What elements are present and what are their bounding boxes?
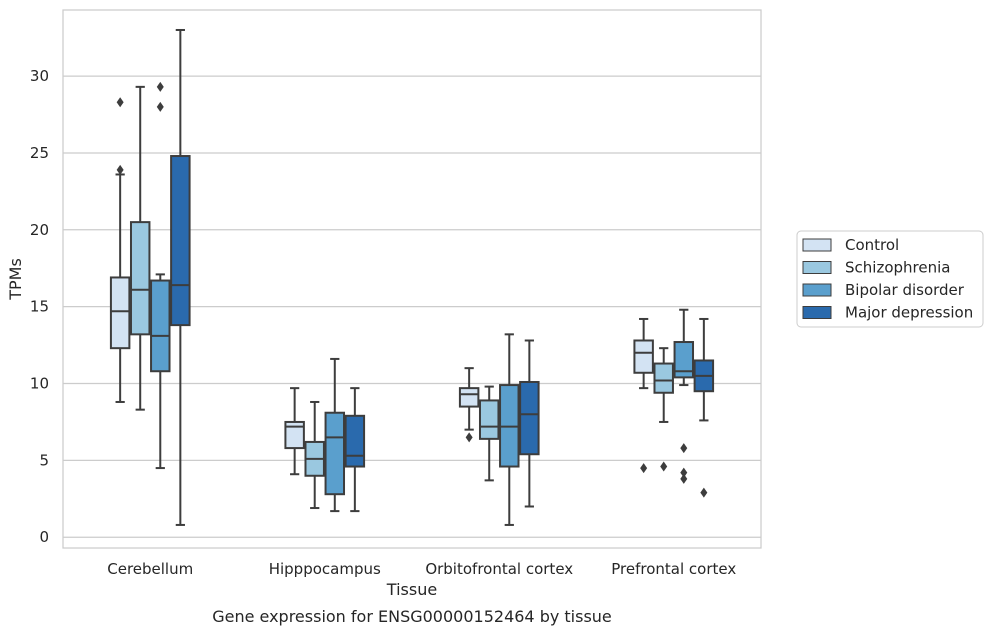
y-tick-label: 5 — [39, 451, 49, 469]
x-tick-label: Hipppocampus — [269, 560, 381, 578]
y-tick-label: 10 — [30, 375, 49, 393]
box-major-depression — [519, 339, 540, 508]
chart-caption: Gene expression for ENSG00000152464 by t… — [212, 607, 612, 626]
box-iqr — [633, 339, 654, 374]
box-schizophrenia — [304, 400, 325, 510]
y-tick-label: 15 — [30, 298, 49, 316]
box-bipolar-disorder — [324, 357, 346, 513]
y-axis-label: TPMs — [6, 258, 25, 301]
x-tick-label: Cerebellum — [107, 560, 193, 578]
box-iqr — [458, 387, 480, 408]
outlier-point — [465, 432, 473, 443]
y-tick-label: 0 — [39, 528, 49, 546]
legend-swatch — [802, 261, 832, 274]
y-tick-label: 25 — [30, 144, 49, 162]
legend: Control Schizophrenia Bipolar disorder Majo… — [796, 230, 984, 328]
x-axis-ticks: Cerebellum Hipppocampus Orbitofrontal cort… — [107, 560, 736, 578]
box-major-depression — [344, 387, 366, 513]
x-axis-label: Tissue — [386, 580, 437, 599]
box-iqr — [150, 279, 171, 373]
outlier-point — [116, 97, 124, 108]
box-control — [458, 367, 480, 443]
outlier-point — [680, 473, 688, 484]
box-schizophrenia — [653, 347, 674, 472]
box-control — [633, 317, 654, 474]
outlier-point — [700, 487, 708, 498]
y-tick-label: 30 — [30, 67, 49, 85]
box-control — [284, 387, 305, 476]
box-major-depression — [693, 317, 715, 498]
outlier-point — [116, 164, 124, 175]
legend-label: Control — [845, 236, 899, 254]
box-bipolar-disorder — [499, 333, 520, 526]
box-bipolar-disorder — [150, 81, 171, 470]
legend-swatch — [802, 306, 832, 319]
box-iqr — [519, 380, 540, 456]
box-schizophrenia — [129, 85, 151, 411]
legend-label: Major depression — [845, 304, 973, 322]
box-iqr — [324, 411, 346, 496]
x-tick-label: Orbitofrontal cortex — [425, 560, 573, 578]
outlier-point — [680, 443, 688, 454]
plot-area — [62, 9, 762, 549]
legend-label: Bipolar disorder — [845, 281, 965, 299]
box-iqr — [478, 399, 500, 440]
outlier-point — [156, 101, 164, 112]
box-major-depression — [170, 28, 191, 526]
legend-swatch — [802, 238, 832, 252]
legend-frame — [796, 230, 984, 328]
box-bipolar-disorder — [673, 308, 695, 484]
y-tick-label: 20 — [30, 221, 49, 239]
box-iqr — [129, 221, 151, 336]
outlier-point — [660, 461, 668, 472]
x-tick-label: Prefrontal cortex — [611, 560, 736, 578]
y-axis-ticks: 0 5 10 15 20 25 30 — [30, 67, 49, 546]
outlier-point — [156, 81, 164, 92]
box-iqr — [284, 420, 305, 450]
box-iqr — [344, 414, 366, 468]
box-iqr — [653, 362, 674, 394]
box-iqr — [673, 341, 695, 379]
outlier-point — [680, 467, 688, 478]
box-iqr — [170, 155, 191, 327]
box-iqr — [109, 276, 131, 350]
legend-label: Schizophrenia — [845, 259, 950, 277]
box-control — [109, 97, 131, 403]
legend-swatch — [802, 283, 832, 297]
box-schizophrenia — [478, 385, 500, 482]
box-groups — [109, 28, 715, 526]
outlier-point — [640, 463, 648, 474]
